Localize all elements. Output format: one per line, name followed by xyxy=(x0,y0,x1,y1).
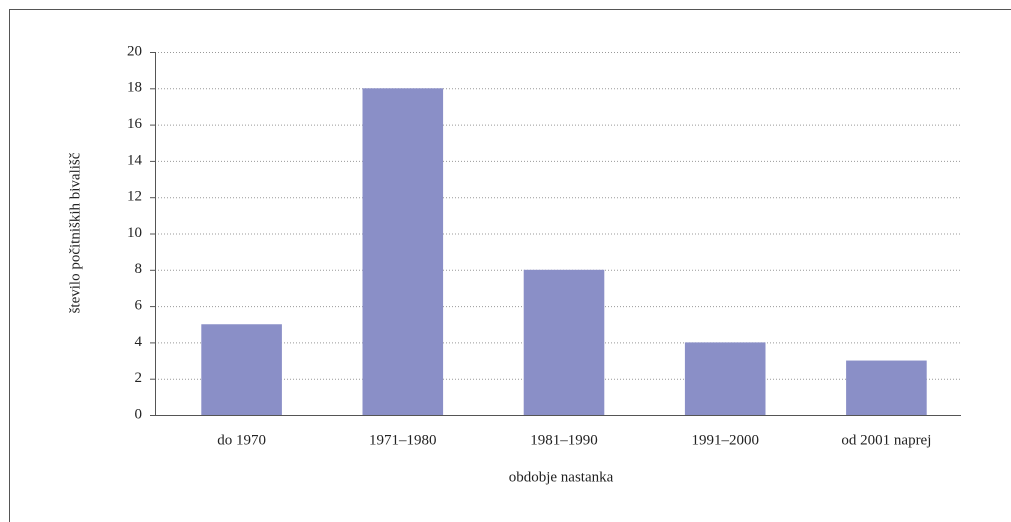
y-axis-label: število počitniških bivališč xyxy=(67,152,83,313)
y-tick-label: 10 xyxy=(127,225,142,241)
bar xyxy=(523,269,605,415)
y-tick-label: 20 xyxy=(127,43,142,59)
y-tick-label: 18 xyxy=(127,80,142,96)
x-tick-label: od 2001 naprej xyxy=(841,432,931,448)
x-tick-label: 1991–2000 xyxy=(691,432,759,448)
bar xyxy=(362,88,444,416)
x-axis-label: obdobje nastanka xyxy=(509,469,614,485)
y-tick-label: 8 xyxy=(135,261,143,277)
frame xyxy=(9,9,1011,522)
x-tick-label: do 1970 xyxy=(217,432,266,448)
bar xyxy=(846,360,927,415)
bar xyxy=(201,324,282,415)
x-tick-label: 1981–1990 xyxy=(530,432,598,448)
y-tick-label: 2 xyxy=(135,370,143,386)
bar xyxy=(684,342,766,415)
y-tick-label: 12 xyxy=(127,189,142,205)
y-tick-label: 0 xyxy=(135,406,143,422)
x-tick-label: 1971–1980 xyxy=(369,432,437,448)
y-tick-label: 14 xyxy=(127,152,143,168)
y-tick-label: 16 xyxy=(127,116,143,132)
y-tick-label: 6 xyxy=(135,298,143,314)
y-tick-label: 4 xyxy=(135,334,143,350)
